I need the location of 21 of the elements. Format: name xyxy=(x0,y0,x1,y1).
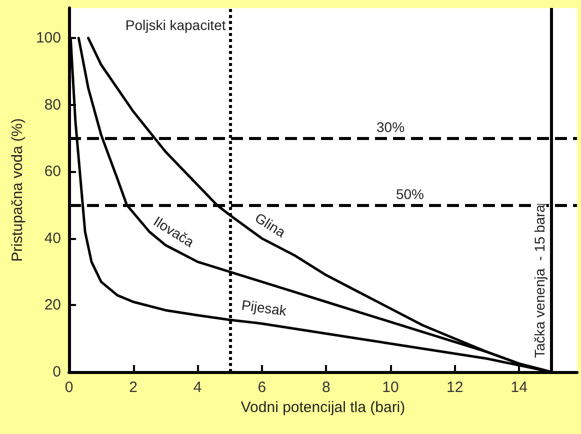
x-tick-label: 2 xyxy=(129,379,138,396)
y-tick-label: 60 xyxy=(44,163,61,180)
y-axis-title: Pristupačna voda (%) xyxy=(9,118,26,262)
y-tick-label: 80 xyxy=(44,96,61,114)
y-tick-label: 20 xyxy=(44,296,61,314)
x-tick-label: 14 xyxy=(510,379,528,396)
y-tick-label: 40 xyxy=(44,230,61,247)
x-tick-label: 8 xyxy=(322,379,330,396)
x-tick-label: 6 xyxy=(258,379,266,396)
ref-line-label: 50% xyxy=(396,186,424,202)
x-tick-label: 10 xyxy=(382,379,399,396)
y-tick-label: 100 xyxy=(36,30,61,47)
text: Pijesak xyxy=(240,296,288,319)
x-tick-label: 4 xyxy=(193,379,202,396)
x-tick-label: 12 xyxy=(446,379,464,396)
y-tick-label: 0 xyxy=(52,364,61,380)
ref-line-label: Tačka venenja - 15 bara xyxy=(531,204,548,358)
x-tick-label: 0 xyxy=(64,379,74,396)
x-axis-title: Vodni potencijal tla (bari) xyxy=(240,399,406,416)
annotation: 30% xyxy=(376,119,405,136)
ref-line-label: Poljski kapacitet xyxy=(125,17,226,33)
